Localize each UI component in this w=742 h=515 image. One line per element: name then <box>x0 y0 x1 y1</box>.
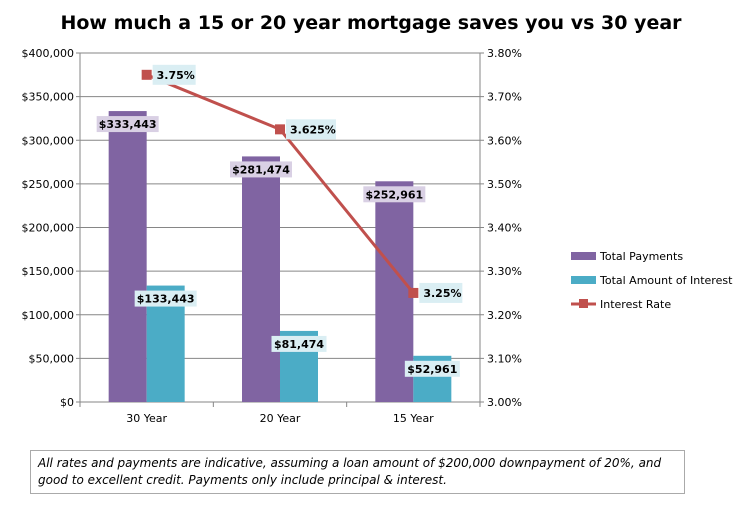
legend-swatch-marker <box>579 299 588 308</box>
legend-swatch <box>571 276 596 284</box>
left-axis-tick-label: $400,000 <box>22 47 75 60</box>
legend-label: Interest Rate <box>600 298 671 311</box>
data-label: $133,443 <box>137 293 195 306</box>
legend-label: Total Payments <box>599 250 683 263</box>
x-axis-tick-label: 30 Year <box>126 412 167 425</box>
data-label: $52,961 <box>407 363 457 376</box>
data-label: $81,474 <box>274 338 324 351</box>
interest-rate-marker <box>141 69 152 80</box>
data-label-background <box>230 161 292 178</box>
data-label: $333,443 <box>99 118 157 131</box>
data-label-background <box>271 335 327 352</box>
x-axis-tick-label: 15 Year <box>393 412 434 425</box>
left-axis-tick-label: $0 <box>60 396 74 409</box>
data-label-background <box>96 116 159 133</box>
data-label: 3.25% <box>423 287 461 300</box>
left-axis-tick-label: $100,000 <box>22 309 75 322</box>
left-axis-tick-label: $250,000 <box>22 178 75 191</box>
chart-title: How much a 15 or 20 year mortgage saves … <box>60 12 682 34</box>
data-label: $281,474 <box>232 163 290 176</box>
bar-total-payments <box>108 111 147 402</box>
left-axis-tick-label: $200,000 <box>22 222 75 235</box>
legend-label: Total Amount of Interest <box>599 274 733 287</box>
data-label: 3.625% <box>290 123 336 136</box>
left-axis-tick-label: $150,000 <box>22 265 75 278</box>
right-axis-tick-label: 3.80% <box>487 47 522 60</box>
data-label-background <box>404 360 460 377</box>
data-label: $252,961 <box>365 188 423 201</box>
x-axis-tick-label: 20 Year <box>260 412 301 425</box>
data-label: 3.75% <box>157 69 195 82</box>
bar-total-payments <box>242 156 280 402</box>
right-axis-tick-label: 3.60% <box>487 134 522 147</box>
data-label-background <box>363 186 426 203</box>
right-axis-tick-label: 3.50% <box>487 178 522 191</box>
data-label-background <box>286 119 336 140</box>
interest-rate-marker <box>275 124 285 135</box>
data-label-background <box>134 290 197 307</box>
right-axis-tick-label: 3.10% <box>487 352 522 365</box>
right-axis-tick-label: 3.30% <box>487 265 522 278</box>
left-axis-tick-label: $300,000 <box>22 134 75 147</box>
right-axis-tick-label: 3.40% <box>487 222 522 235</box>
legend-swatch <box>571 252 596 260</box>
right-axis-tick-label: 3.20% <box>487 309 522 322</box>
data-label-background <box>419 282 463 303</box>
interest-rate-marker <box>408 287 419 298</box>
left-axis-tick-label: $350,000 <box>22 91 75 104</box>
left-axis-tick-label: $50,000 <box>29 352 75 365</box>
right-axis-tick-label: 3.70% <box>487 91 522 104</box>
disclaimer-note: All rates and payments are indicative, a… <box>30 450 685 494</box>
data-label-background <box>152 64 196 85</box>
right-axis-tick-label: 3.00% <box>487 396 522 409</box>
